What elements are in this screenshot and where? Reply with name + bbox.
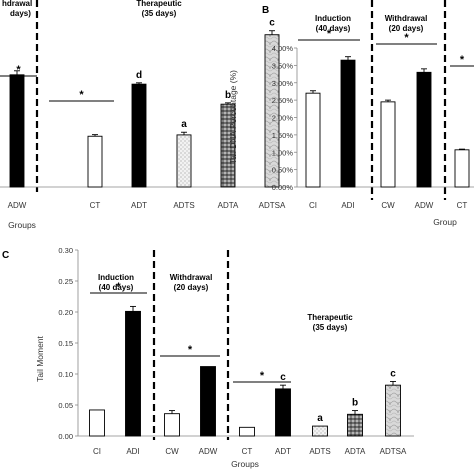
- category-label-ci: CI: [93, 447, 101, 456]
- y-axis-title: Tail DNA Percentage (%): [228, 70, 238, 164]
- panel-letter-B: B: [262, 5, 269, 16]
- y-axis-title: Tail Moment: [35, 335, 45, 381]
- bar-adi: [125, 310, 141, 437]
- category-label-adtsa: ADTSA: [259, 201, 286, 210]
- y-tick-label: 2.00%: [272, 114, 294, 123]
- category-label-adts: ADTS: [173, 201, 194, 210]
- significance-asterisk: *: [116, 281, 121, 293]
- category-label-adw: ADW: [199, 447, 218, 456]
- y-tick-label: 0.00: [58, 432, 73, 441]
- bar-adw: [200, 366, 216, 437]
- bar-adw: [416, 71, 432, 188]
- y-tick-label: 2.50%: [272, 96, 294, 105]
- bar-ct: [87, 135, 103, 188]
- category-label-adta: ADTA: [218, 201, 239, 210]
- significance-asterisk: *: [460, 54, 465, 66]
- category-label-ct: CT: [90, 201, 101, 210]
- y-tick-label: 0.20: [58, 308, 73, 317]
- category-label-cw: CW: [165, 447, 179, 456]
- significance-asterisk: *: [79, 89, 84, 101]
- group-header-label: Withdrawal: [170, 273, 213, 282]
- y-tick-label: 1.50%: [272, 131, 294, 140]
- y-tick-label: 1.00%: [272, 148, 294, 157]
- category-label-ct: CT: [457, 201, 468, 210]
- significance-letter: c: [280, 372, 286, 383]
- significance-asterisk: *: [16, 64, 21, 76]
- significance-letter: b: [225, 90, 231, 101]
- category-label-adta: ADTA: [345, 447, 366, 456]
- bar-adts: [176, 134, 192, 188]
- significance-letter: a: [181, 119, 187, 130]
- bar-adtsa: [385, 384, 401, 437]
- group-header-label: Withdrawal: [385, 14, 428, 23]
- category-label-adts: ADTS: [309, 447, 330, 456]
- y-tick-label: 0.25: [58, 277, 73, 286]
- bar-adta: [347, 413, 363, 437]
- group-header-label: Induction: [98, 273, 134, 282]
- group-header-sublabel: (40 days): [316, 24, 351, 33]
- bar-cw: [164, 413, 180, 437]
- bar-adtsa: [264, 34, 280, 188]
- y-tick-label: 0.10: [58, 370, 73, 379]
- group-header-label: Therapeutic: [307, 313, 353, 322]
- category-label-adw: ADW: [8, 201, 27, 210]
- y-tick-label: 3.00%: [272, 79, 294, 88]
- category-label-adtsa: ADTSA: [380, 447, 407, 456]
- significance-asterisk: *: [188, 344, 193, 356]
- group-header-sublabel: (40 days): [99, 283, 134, 292]
- panel-letter-C: C: [2, 250, 9, 261]
- bar-adt: [275, 388, 291, 437]
- significance-asterisk: *: [404, 32, 409, 44]
- group-header-label: hdrawal: [2, 0, 32, 8]
- bar-adt: [131, 83, 147, 188]
- bar-adw: [9, 74, 25, 188]
- category-label-adw: ADW: [415, 201, 434, 210]
- category-label-adt: ADT: [131, 201, 147, 210]
- x-axis-title: Groups: [8, 220, 36, 230]
- category-label-adi: ADI: [126, 447, 139, 456]
- bar-cw: [380, 101, 396, 188]
- category-label-adt: ADT: [275, 447, 291, 456]
- bar-ci: [89, 409, 105, 437]
- significance-letter: c: [269, 18, 275, 29]
- bar-ct: [454, 149, 470, 188]
- y-tick-label: 0.50%: [272, 166, 294, 175]
- y-tick-label: 0.00%: [272, 183, 294, 192]
- group-header-sublabel: (20 days): [174, 283, 209, 292]
- category-label-ci: CI: [309, 201, 317, 210]
- significance-letter: d: [136, 70, 142, 81]
- y-tick-label: 4.00%: [272, 44, 294, 53]
- group-header-label: Induction: [315, 14, 351, 23]
- significance-letter: c: [390, 368, 396, 379]
- y-tick-label: 0.05: [58, 401, 73, 410]
- x-axis-title: Group: [433, 217, 457, 227]
- significance-asterisk: *: [260, 370, 265, 382]
- y-tick-label: 0.30: [58, 246, 73, 255]
- category-label-cw: CW: [381, 201, 395, 210]
- category-label-adi: ADI: [341, 201, 354, 210]
- group-header-sublabel: (20 days): [389, 24, 424, 33]
- group-header-sublabel: (35 days): [142, 9, 177, 18]
- group-header-sublabel: (35 days): [313, 323, 348, 332]
- group-header-sublabel: days): [10, 9, 31, 18]
- significance-letter: a: [317, 413, 323, 424]
- bar-ci: [305, 92, 321, 188]
- bar-adts: [312, 425, 328, 437]
- y-tick-label: 0.15: [58, 339, 73, 348]
- significance-asterisk: *: [327, 28, 332, 40]
- x-axis-title: Groups: [231, 459, 259, 469]
- category-label-ct: CT: [242, 447, 253, 456]
- bar-adi: [340, 59, 356, 188]
- bar-ct: [239, 426, 255, 437]
- y-tick-label: 3.50%: [272, 61, 294, 70]
- group-header-label: Therapeutic: [136, 0, 182, 8]
- significance-letter: b: [352, 398, 358, 409]
